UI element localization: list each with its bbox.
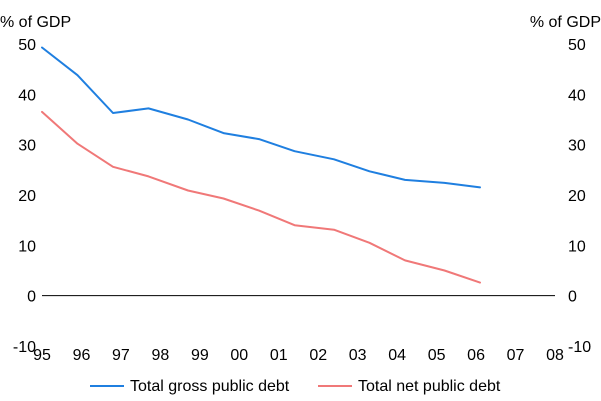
x-tick-label: 97 bbox=[112, 347, 130, 364]
left-axis-unit-label: % of GDP bbox=[0, 14, 71, 31]
right-y-tick-label: 20 bbox=[568, 188, 586, 205]
x-tick-label: 07 bbox=[507, 347, 525, 364]
legend: Total gross public debt Total net public … bbox=[90, 378, 501, 395]
x-tick-label: 00 bbox=[230, 347, 248, 364]
left-y-tick-label: 20 bbox=[18, 188, 36, 205]
left-y-tick-label: -10 bbox=[13, 339, 36, 356]
x-tick-label: 95 bbox=[33, 347, 51, 364]
x-tick-label: 04 bbox=[388, 347, 406, 364]
right-y-axis-ticks: -10 0 10 20 30 40 50 bbox=[568, 37, 591, 356]
right-y-tick-label: 0 bbox=[568, 289, 577, 306]
x-tick-label: 02 bbox=[309, 347, 327, 364]
right-y-tick-label: 30 bbox=[568, 138, 586, 155]
left-y-tick-label: 30 bbox=[18, 138, 36, 155]
x-tick-label: 06 bbox=[467, 347, 485, 364]
left-y-tick-label: 50 bbox=[18, 37, 36, 54]
series-layer bbox=[41, 46, 481, 284]
x-tick-label: 08 bbox=[546, 347, 564, 364]
x-tick-label: 05 bbox=[428, 347, 446, 364]
legend-label: Total gross public debt bbox=[130, 378, 290, 395]
x-tick-label: 03 bbox=[349, 347, 367, 364]
x-tick-label: 96 bbox=[73, 347, 91, 364]
x-tick-label: 99 bbox=[191, 347, 209, 364]
series-line bbox=[41, 110, 481, 284]
x-axis-ticks: 95 96 97 98 99 00 01 02 03 04 05 06 07 08 bbox=[33, 347, 564, 364]
series-line bbox=[41, 46, 481, 189]
left-y-tick-label: 0 bbox=[27, 289, 36, 306]
right-axis-unit-label: % of GDP bbox=[530, 14, 601, 31]
left-y-axis-ticks: -10 0 10 20 30 40 50 bbox=[13, 37, 36, 356]
left-y-tick-label: 10 bbox=[18, 238, 36, 255]
left-y-tick-label: 40 bbox=[18, 87, 36, 104]
right-y-tick-label: 40 bbox=[568, 87, 586, 104]
legend-label: Total net public debt bbox=[358, 378, 501, 395]
right-y-tick-label: 50 bbox=[568, 37, 586, 54]
right-y-tick-label: 10 bbox=[568, 238, 586, 255]
x-tick-label: 98 bbox=[151, 347, 169, 364]
x-tick-label: 01 bbox=[270, 347, 288, 364]
right-y-tick-label: -10 bbox=[568, 339, 591, 356]
